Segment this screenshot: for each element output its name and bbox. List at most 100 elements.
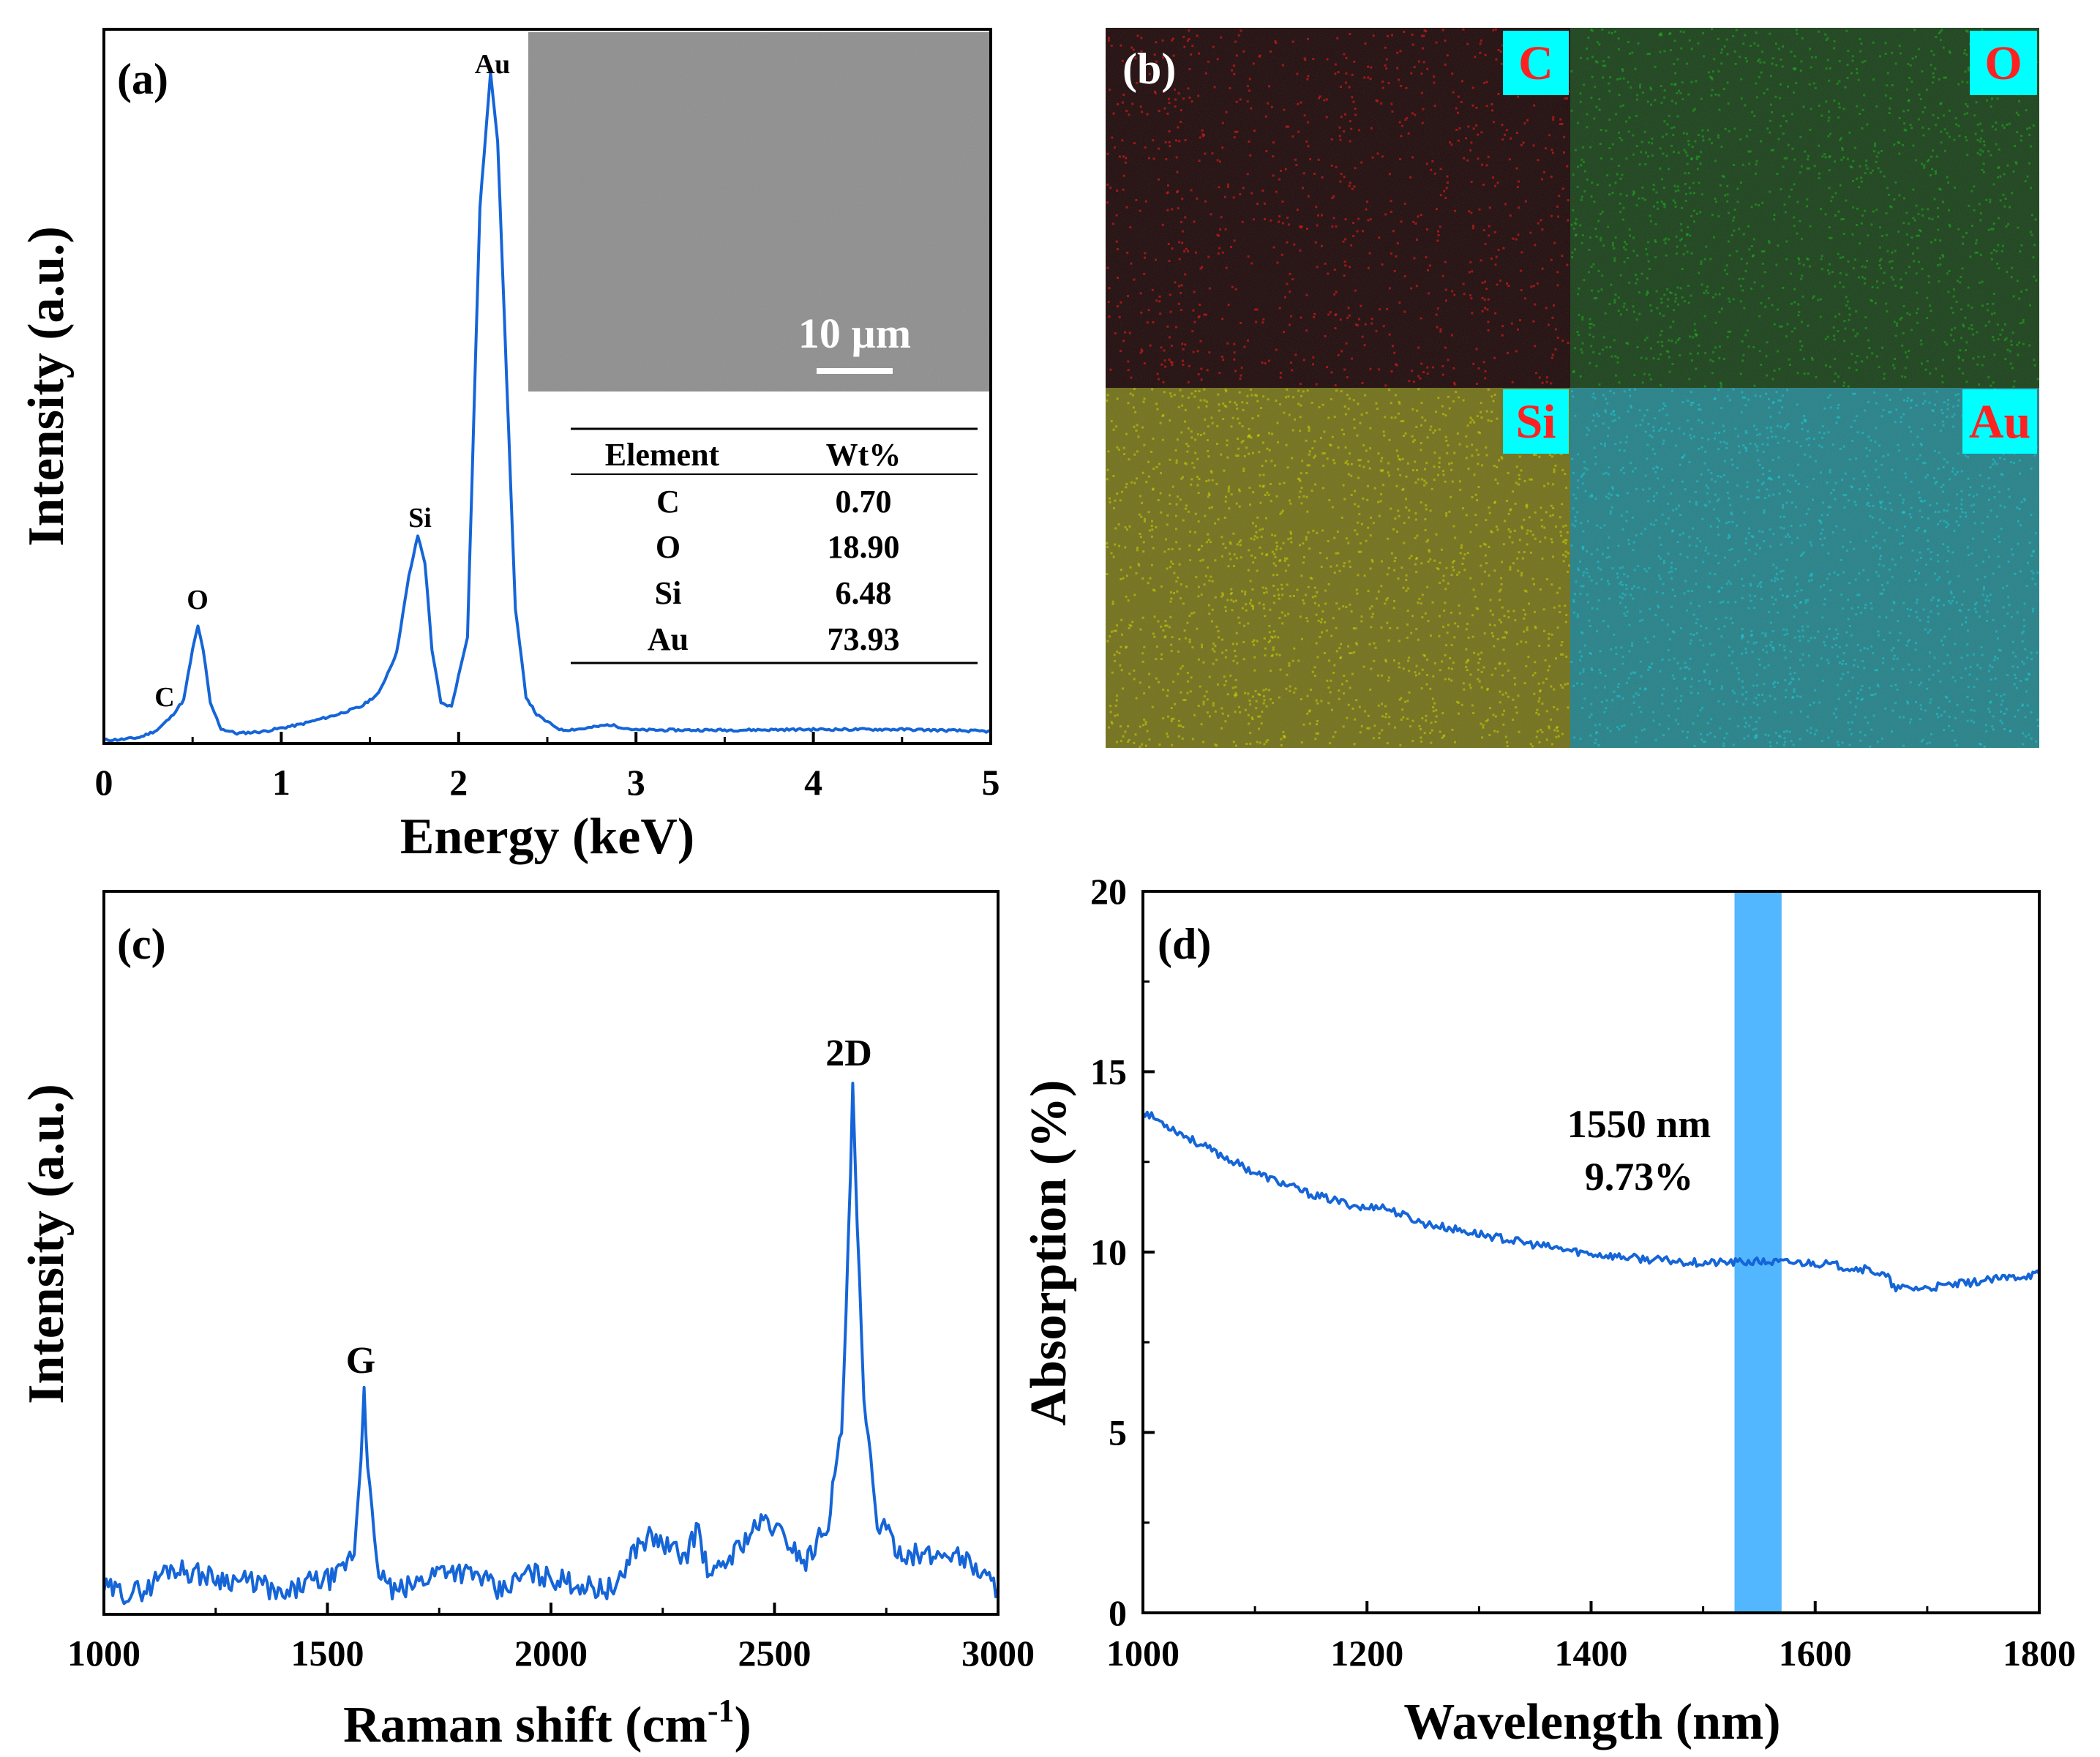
map-speckle [1139, 292, 1142, 295]
map-speckle [1367, 714, 1370, 717]
map-speckle [1171, 37, 1174, 40]
map-speckle [1384, 705, 1387, 708]
map-speckle [1670, 292, 1673, 295]
map-speckle [1738, 277, 1741, 280]
map-speckle [1881, 521, 1884, 524]
map-speckle [1727, 601, 1730, 604]
map-speckle [1918, 229, 1921, 232]
map-speckle [1790, 50, 1793, 53]
map-speckle [1471, 312, 1474, 315]
map-speckle [1742, 444, 1745, 447]
map-speckle [1256, 536, 1259, 539]
map-speckle [1961, 80, 1964, 83]
map-speckle [1864, 734, 1867, 737]
map-speckle [1850, 485, 1853, 488]
map-speckle [1127, 402, 1130, 405]
map-speckle [1731, 463, 1734, 466]
map-speckle [1926, 296, 1929, 299]
map-speckle [1244, 692, 1247, 694]
map-speckle [1878, 615, 1881, 618]
map-speckle [1756, 433, 1759, 436]
map-speckle [1507, 528, 1510, 531]
map-speckle [1258, 727, 1260, 730]
map-speckle [1214, 743, 1217, 746]
map-speckle [2012, 170, 2015, 173]
map-speckle [1155, 41, 1158, 44]
map-speckle [1349, 120, 1351, 123]
map-speckle [1907, 640, 1910, 643]
map-speckle [1793, 604, 1796, 607]
map-speckle [1229, 674, 1232, 677]
map-speckle [1536, 730, 1539, 733]
map-speckle [1452, 525, 1455, 528]
map-speckle [1560, 534, 1563, 537]
map-speckle [1561, 686, 1564, 689]
map-speckle [1335, 564, 1338, 567]
map-speckle [1120, 725, 1122, 728]
map-speckle [1553, 471, 1556, 473]
map-speckle [1570, 544, 1573, 547]
map-speckle [1235, 632, 1238, 634]
map-speckle [1785, 596, 1788, 599]
map-speckle [1439, 225, 1441, 228]
map-speckle [1833, 338, 1836, 341]
map-speckle [1821, 155, 1824, 158]
map-speckle [1453, 452, 1456, 454]
map-speckle [1782, 114, 1785, 117]
map-speckle [1669, 49, 1672, 52]
map-speckle [1370, 615, 1373, 618]
map-speckle [1251, 718, 1254, 721]
map-speckle [1733, 127, 1736, 130]
map-speckle [1233, 358, 1236, 361]
map-speckle [1877, 167, 1880, 170]
map-speckle [1864, 409, 1867, 412]
map-speckle [1550, 718, 1552, 721]
scale-bar [817, 368, 893, 374]
map-speckle [1235, 54, 1238, 57]
map-speckle [1551, 743, 1553, 746]
map-speckle [1258, 451, 1261, 454]
map-speckle [1272, 648, 1275, 651]
map-speckle [1319, 95, 1321, 98]
map-speckle [1129, 392, 1132, 395]
table-cell: O [656, 529, 680, 565]
map-speckle [1582, 146, 1585, 149]
map-speckle [1275, 495, 1278, 498]
map-speckle [1510, 322, 1513, 325]
map-speckle [1424, 419, 1427, 422]
map-speckle [1109, 705, 1112, 708]
map-speckle [1177, 126, 1180, 129]
map-speckle [1466, 669, 1469, 672]
map-speckle [1324, 262, 1327, 265]
map-speckle [1680, 229, 1683, 232]
map-speckle [1888, 112, 1891, 114]
map-speckle [1720, 407, 1723, 410]
map-speckle [1728, 130, 1730, 132]
map-speckle [1486, 719, 1489, 721]
map-speckle [1602, 336, 1605, 339]
map-speckle [1781, 65, 1784, 68]
map-speckle [1705, 546, 1708, 549]
map-speckle [1855, 457, 1858, 460]
map-speckle [1694, 329, 1697, 331]
map-speckle [1466, 659, 1469, 662]
map-speckle [1917, 118, 1920, 121]
map-speckle [1116, 492, 1119, 495]
map-speckle [1152, 139, 1155, 142]
map-speckle [1144, 256, 1147, 259]
map-speckle [1750, 288, 1752, 290]
map-speckle [1598, 108, 1601, 111]
x-tick-label: 0 [95, 762, 113, 803]
map-speckle [1187, 396, 1190, 399]
map-speckle [1421, 616, 1424, 619]
map-speckle [1530, 285, 1533, 288]
map-speckle [1452, 400, 1455, 402]
map-speckle [1933, 198, 1936, 201]
map-speckle [1975, 101, 1978, 104]
map-speckle [1713, 653, 1715, 656]
map-speckle [1670, 561, 1673, 564]
map-speckle [1265, 705, 1268, 708]
map-speckle [1558, 195, 1561, 198]
map-speckle [1428, 550, 1431, 553]
map-speckle [1179, 498, 1182, 501]
